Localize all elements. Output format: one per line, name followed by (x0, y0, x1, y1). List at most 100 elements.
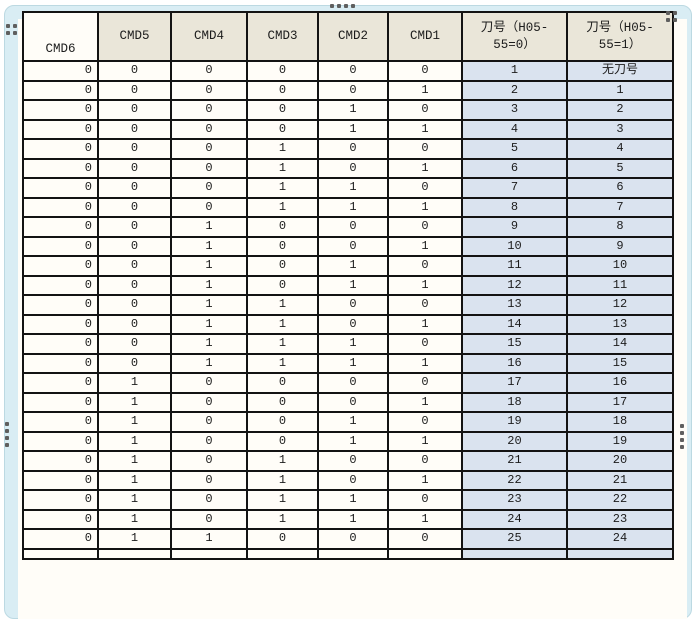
cmd-cell: 0 (387, 138, 463, 160)
cmd-cell: 1 (317, 333, 389, 355)
cmd-cell: 0 (170, 157, 248, 179)
column-header-1: CMD5 (97, 11, 172, 62)
cmd-cell: 0 (170, 138, 248, 160)
cmd-cell: 1 (246, 138, 319, 160)
cmd-cell: 1 (170, 352, 248, 374)
table-row: 0 1 0 1 0 0 21 20 (22, 450, 674, 472)
cmd-cell: 1 (317, 411, 389, 433)
cmd-cell: 0 (22, 177, 99, 199)
resize-handle-left[interactable] (5, 422, 9, 447)
table-row-clipped (22, 547, 674, 560)
cmd-cell: 0 (317, 294, 389, 316)
cmd-cell: 0 (246, 99, 319, 121)
tool-number-h0-cell: 21 (461, 450, 568, 472)
resize-handle-top[interactable] (330, 4, 355, 8)
tool-number-h0-cell: 24 (461, 508, 568, 530)
cmd-cell (387, 547, 463, 560)
cmd-cell: 0 (97, 294, 172, 316)
cmd-cell: 0 (97, 352, 172, 374)
cmd-cell: 0 (246, 118, 319, 140)
cmd-cell: 1 (317, 255, 389, 277)
cmd-cell: 1 (246, 177, 319, 199)
cmd-cell: 1 (97, 450, 172, 472)
tool-number-h0-cell: 19 (461, 411, 568, 433)
cmd-cell: 1 (170, 255, 248, 277)
cmd-cell: 1 (246, 313, 319, 335)
cmd-cell: 0 (170, 450, 248, 472)
tool-number-h1-cell: 13 (566, 313, 674, 335)
cmd-cell: 1 (246, 352, 319, 374)
cmd-cell: 1 (97, 391, 172, 413)
tool-number-h0-cell: 8 (461, 196, 568, 218)
cmd-cell: 0 (387, 216, 463, 238)
resize-handle-right[interactable] (680, 424, 684, 449)
tool-number-h1-cell: 19 (566, 430, 674, 452)
cmd-cell: 1 (387, 157, 463, 179)
column-header-5: CMD1 (387, 11, 463, 62)
cmd-cell: 0 (246, 235, 319, 257)
cmd-cell: 0 (22, 196, 99, 218)
cmd-cell: 0 (246, 255, 319, 277)
tool-number-h0-cell: 25 (461, 528, 568, 550)
tool-number-h1-cell: 15 (566, 352, 674, 374)
cmd-cell: 0 (97, 196, 172, 218)
cmd-cell: 0 (317, 372, 389, 394)
table-row: 0 1 1 0 0 0 25 24 (22, 528, 674, 550)
resize-handle-top-right[interactable] (666, 11, 677, 22)
cmd-cell: 1 (97, 430, 172, 452)
cmd-cell: 0 (246, 528, 319, 550)
tool-number-h1-cell: 4 (566, 138, 674, 160)
cmd-cell: 0 (22, 294, 99, 316)
cmd-cell: 0 (317, 216, 389, 238)
cmd-cell: 0 (97, 177, 172, 199)
cmd-cell: 0 (22, 157, 99, 179)
cmd-cell: 1 (317, 196, 389, 218)
cmd-cell: 0 (170, 430, 248, 452)
tool-number-table: CMD6 CMD5 CMD4 CMD3 CMD2 CMD1 刀号（H05- 55=0） 刀号（H… (22, 11, 674, 560)
cmd-cell: 0 (170, 411, 248, 433)
table-row: 0 1 0 0 1 1 20 19 (22, 430, 674, 452)
cmd-cell: 0 (97, 118, 172, 140)
cmd-cell: 0 (97, 60, 172, 82)
cmd-cell: 0 (22, 508, 99, 530)
resize-handle-top-left[interactable] (6, 24, 17, 35)
tool-number-h1-cell: 21 (566, 469, 674, 491)
table-row: 0 0 1 1 0 1 14 13 (22, 313, 674, 335)
table-row: 0 1 0 0 0 0 17 16 (22, 372, 674, 394)
cmd-cell: 0 (22, 99, 99, 121)
tool-number-h1-cell: 5 (566, 157, 674, 179)
cmd-cell: 0 (387, 294, 463, 316)
cmd-cell: 0 (170, 391, 248, 413)
cmd-cell (170, 547, 248, 560)
cmd-cell: 1 (246, 196, 319, 218)
tool-number-h1-cell: 20 (566, 450, 674, 472)
tool-number-h0-cell: 23 (461, 489, 568, 511)
cmd-cell: 1 (387, 313, 463, 335)
tool-number-h0-cell: 3 (461, 99, 568, 121)
cmd-cell: 1 (387, 469, 463, 491)
tool-number-h0-cell: 15 (461, 333, 568, 355)
table-row: 0 0 1 0 1 1 12 11 (22, 274, 674, 296)
cmd-cell: 0 (317, 313, 389, 335)
cmd-cell: 0 (97, 274, 172, 296)
table-row: 0 1 0 0 1 0 19 18 (22, 411, 674, 433)
tool-number-h1-cell: 3 (566, 118, 674, 140)
tool-number-h1-cell: 11 (566, 274, 674, 296)
tool-number-h0-cell: 7 (461, 177, 568, 199)
cmd-cell: 0 (22, 333, 99, 355)
cmd-cell: 1 (317, 177, 389, 199)
cmd-cell: 1 (170, 313, 248, 335)
cmd-cell: 1 (317, 274, 389, 296)
cmd-cell: 0 (97, 235, 172, 257)
tool-number-h0-cell: 20 (461, 430, 568, 452)
table-row: 0 0 1 0 0 1 10 9 (22, 235, 674, 257)
cmd-cell: 1 (97, 508, 172, 530)
cmd-cell (97, 547, 172, 560)
tool-number-h1-cell (566, 547, 674, 560)
column-header-7: 刀号（H05- 55=1） (566, 11, 674, 62)
cmd-cell: 1 (387, 274, 463, 296)
table-row: 0 1 0 1 0 1 22 21 (22, 469, 674, 491)
